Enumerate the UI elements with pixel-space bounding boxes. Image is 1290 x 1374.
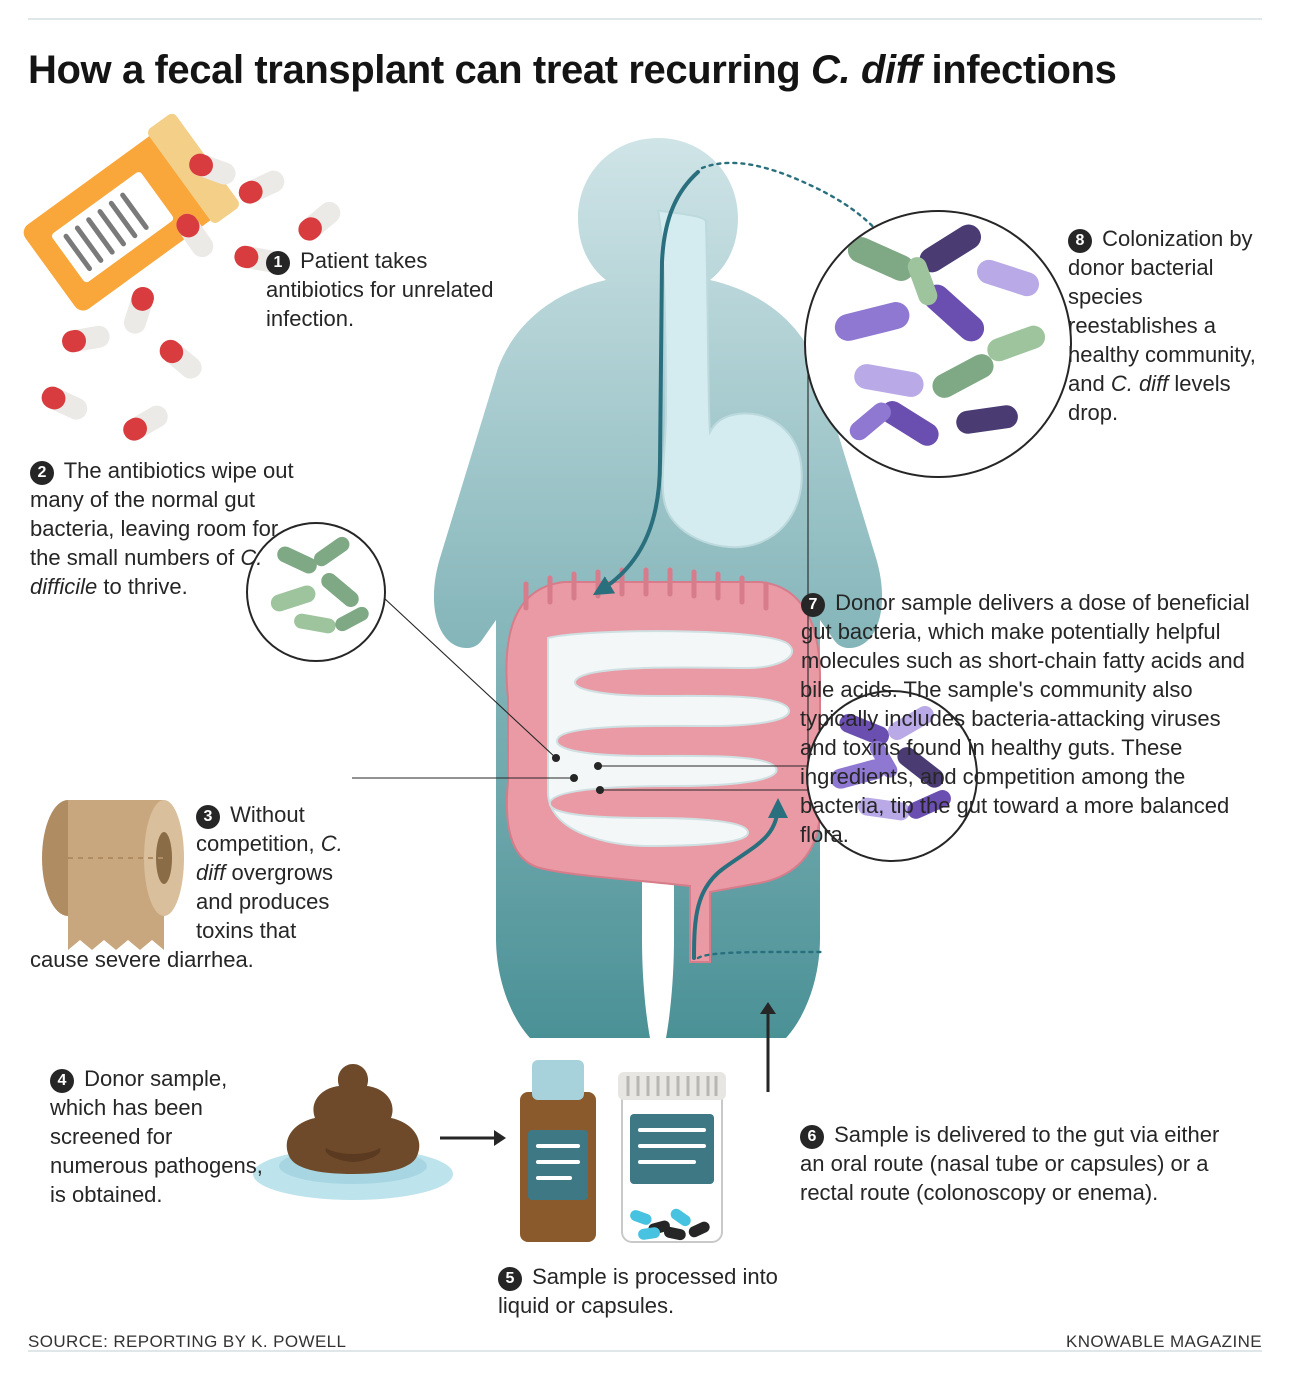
step-badge: 7 [801,593,825,617]
step-2: 2 The antibiotics wipe out many of the n… [30,456,310,601]
step-text: Donor sample delivers a dose of benefici… [800,590,1250,847]
step-8: 8 Colonization by donor bacterial specie… [1068,224,1268,427]
step-4: 4 Donor sample, which has been screened … [50,1064,270,1209]
step-text: Donor sample, which has been screened fo… [50,1066,263,1207]
arrow-4-to-5 [438,1126,508,1150]
inset-healthy [804,210,1072,478]
step-1: 1 Patient takes antibiotics for unrelate… [266,246,496,333]
step-text: Patient takes antibiotics for unrelated … [266,248,493,331]
step-badge: 8 [1068,229,1092,253]
step-badge: 5 [498,1267,522,1291]
step-text: Sample is delivered to the gut via eithe… [800,1122,1219,1205]
step-text: The antibiotics wipe out many of the nor… [30,458,294,599]
step-badge: 4 [50,1069,74,1093]
step-7: 7 Donor sample delivers a dose of benefi… [800,588,1255,849]
step-badge: 1 [266,251,290,275]
footer-source: SOURCE: REPORTING BY K. POWELL [28,1332,346,1352]
step-badge: 6 [800,1125,824,1149]
step-3: 3 Without competition, C. diff overgrows… [30,800,350,974]
step-5: 5 Sample is processed into liquid or cap… [498,1262,788,1320]
step-text: Sample is processed into liquid or capsu… [498,1264,778,1318]
step-badge: 3 [196,805,220,829]
footer-credit: KNOWABLE MAGAZINE [1066,1332,1262,1352]
step-text: Colonization by donor bacterial species … [1068,226,1256,425]
step-6: 6 Sample is delivered to the gut via eit… [800,1120,1230,1207]
step-badge: 2 [30,461,54,485]
